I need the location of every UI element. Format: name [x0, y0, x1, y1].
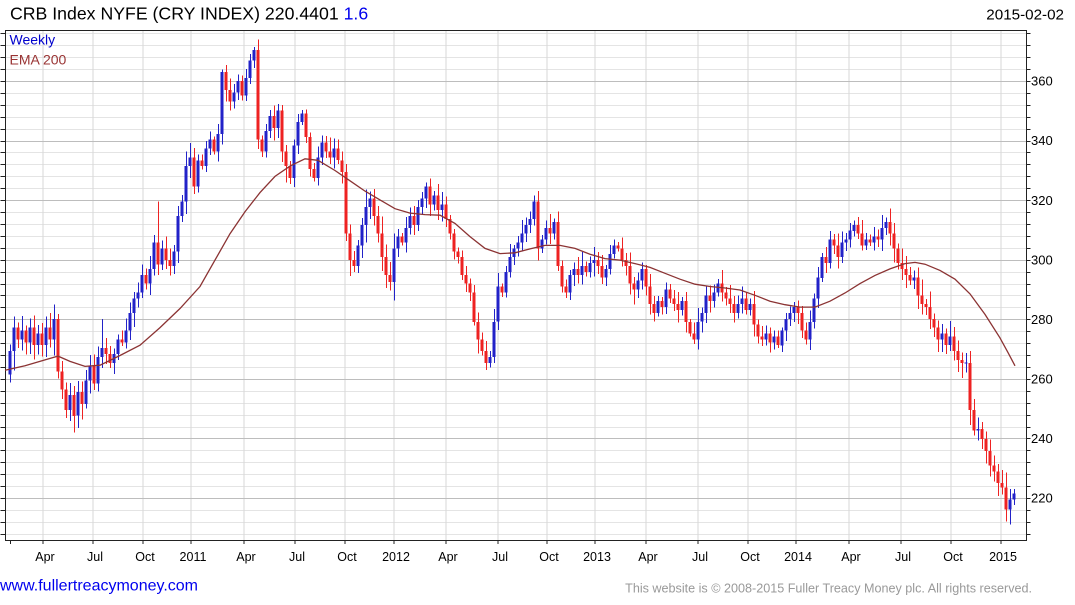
svg-text:CRB Index NYFE (CRY INDEX) 220: CRB Index NYFE (CRY INDEX) 220.4401 1.6: [10, 4, 368, 24]
svg-text:Apr: Apr: [638, 550, 657, 564]
svg-text:Oct: Oct: [337, 550, 357, 564]
svg-text:220: 220: [1031, 491, 1053, 506]
svg-text:340: 340: [1031, 133, 1053, 148]
svg-text:Apr: Apr: [841, 550, 860, 564]
svg-text:360: 360: [1031, 74, 1053, 89]
svg-text:2015: 2015: [989, 550, 1017, 564]
svg-text:www.fullertreacymoney.com: www.fullertreacymoney.com: [0, 578, 198, 595]
svg-text:2011: 2011: [180, 550, 207, 564]
svg-text:Jul: Jul: [492, 550, 508, 564]
svg-text:Apr: Apr: [438, 550, 457, 564]
svg-text:320: 320: [1031, 193, 1053, 208]
svg-text:Jul: Jul: [692, 550, 708, 564]
svg-text:240: 240: [1031, 431, 1053, 446]
svg-text:Jul: Jul: [87, 550, 103, 564]
svg-text:280: 280: [1031, 312, 1053, 327]
svg-text:2012: 2012: [382, 550, 410, 564]
svg-text:300: 300: [1031, 252, 1053, 267]
svg-text:2014: 2014: [784, 550, 812, 564]
svg-text:2015-02-02: 2015-02-02: [986, 7, 1064, 24]
svg-text:Apr: Apr: [35, 550, 54, 564]
svg-text:2013: 2013: [583, 550, 611, 564]
svg-text:Oct: Oct: [135, 550, 155, 564]
svg-text:Oct: Oct: [943, 550, 963, 564]
svg-text:Jul: Jul: [895, 550, 911, 564]
svg-text:260: 260: [1031, 372, 1053, 387]
svg-text:Jul: Jul: [289, 550, 305, 564]
svg-text:Oct: Oct: [740, 550, 760, 564]
svg-text:EMA 200: EMA 200: [10, 52, 67, 68]
svg-text:Apr: Apr: [236, 550, 255, 564]
svg-text:Weekly: Weekly: [10, 32, 56, 48]
svg-text:Oct: Oct: [539, 550, 559, 564]
svg-text:This website is © 2008-2015 Fu: This website is © 2008-2015 Fuller Treac…: [625, 582, 1032, 596]
